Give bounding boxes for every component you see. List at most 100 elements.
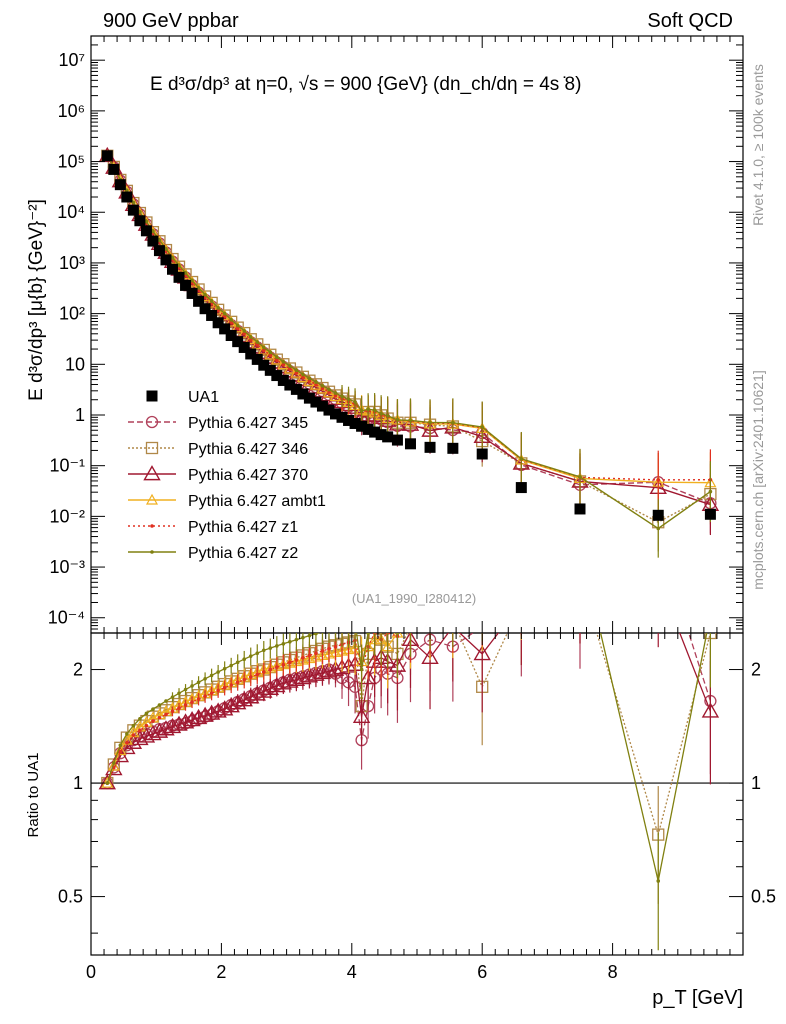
- y-axis-title-ratio: Ratio to UA1: [25, 752, 42, 837]
- ratio-point-p370: [170, 715, 188, 731]
- legend-marker-p370: [143, 465, 161, 481]
- y-tick-label-ratio: 0.5: [58, 887, 83, 907]
- legend-marker-UA1: [146, 390, 158, 402]
- point-UA1: [290, 383, 302, 395]
- ratio-point-p370: [215, 700, 234, 716]
- point-UA1: [114, 179, 126, 191]
- point-z2: [216, 306, 220, 310]
- ratio-point-p370: [183, 711, 201, 727]
- ratio-point-z1: [333, 644, 338, 649]
- ratio-point-p370: [352, 707, 371, 723]
- ratio-point-z2: [131, 723, 136, 728]
- ratio-point-z2: [395, 633, 400, 635]
- point-UA1: [258, 359, 270, 371]
- point-z1: [268, 353, 273, 357]
- ratio-point-z2: [157, 703, 162, 707]
- point-UA1: [186, 287, 198, 299]
- ratio-point-p370: [333, 659, 351, 675]
- ratio-point-z1: [409, 613, 413, 617]
- point-UA1: [404, 438, 416, 450]
- ratio-point-p370: [255, 682, 273, 698]
- point-UA1: [323, 404, 335, 416]
- point-UA1: [330, 408, 341, 420]
- ratio-point-z1: [268, 667, 273, 672]
- ratio-point-z1: [203, 694, 207, 698]
- ratio-point-p370: [222, 697, 240, 713]
- point-z2: [656, 526, 661, 531]
- legend-label-p370: Pythia 6.427 370: [188, 467, 308, 484]
- ratio-point-z2: [255, 651, 260, 655]
- point-z2: [451, 420, 455, 425]
- ratio-point-z2: [409, 607, 413, 611]
- x-tick-label: 4: [347, 962, 357, 982]
- point-z2: [395, 418, 400, 422]
- x-tick-label: 6: [477, 962, 487, 982]
- point-z1: [261, 348, 266, 353]
- point-z2: [190, 278, 194, 283]
- y-tick-label-main: 10⁻⁴: [48, 608, 85, 628]
- ratio-point-ambt1: [705, 543, 715, 552]
- point-z2: [366, 407, 370, 412]
- point-UA1: [277, 374, 289, 386]
- point-z2: [229, 317, 233, 322]
- ratio-point-z1: [242, 677, 247, 682]
- x-tick-label: 0: [86, 962, 96, 982]
- ratio-point-z2: [294, 637, 299, 642]
- point-z1: [248, 337, 253, 342]
- point-UA1: [167, 263, 178, 275]
- ratio-point-p370: [701, 702, 720, 718]
- ratio-point-z1: [144, 723, 149, 728]
- ratio-point-z2: [281, 642, 286, 646]
- ratio-point-p370: [131, 729, 149, 746]
- point-z1: [656, 478, 661, 482]
- y-tick-label-ratio-right: 0.5: [751, 887, 776, 907]
- ratio-point-p345: [516, 609, 527, 620]
- point-z2: [708, 489, 713, 494]
- ratio-point-z1: [209, 691, 214, 696]
- ratio-point-z2: [235, 660, 240, 665]
- collision-label: 900 GeV ppbar: [103, 10, 239, 32]
- ratio-point-p370: [248, 685, 266, 701]
- ratio-point-z2: [183, 687, 188, 692]
- point-z1: [235, 326, 240, 330]
- ratio-point-p370: [209, 702, 227, 718]
- point-UA1: [153, 245, 165, 257]
- main-plot-layer: [98, 146, 720, 558]
- point-z1: [288, 367, 292, 371]
- point-UA1: [316, 400, 328, 412]
- legend: UA1 Pythia 6.427 345 Pythia 6.427 346 Pythi…: [128, 389, 326, 562]
- plot-formula: E d³σ/dp³ at η=0, √s = 900 {GeV} (dn_ch/…: [150, 74, 581, 95]
- point-z2: [519, 456, 524, 461]
- ratio-point-z2: [520, 567, 524, 571]
- point-z2: [340, 394, 344, 398]
- point-UA1: [108, 163, 120, 175]
- ratio-point-z2: [242, 657, 247, 662]
- ratio-point-z1: [281, 662, 286, 667]
- ratio-line-p370: [106, 633, 712, 784]
- legend-label-p346: Pythia 6.427 346: [188, 441, 308, 458]
- ratio-point-p370: [326, 660, 345, 676]
- point-z1: [301, 375, 305, 379]
- point-z1: [333, 393, 338, 398]
- ratio-point-p370: [242, 688, 260, 704]
- point-z2: [138, 210, 142, 214]
- point-UA1: [238, 341, 250, 353]
- point-z2: [294, 368, 299, 372]
- point-z2: [222, 311, 227, 316]
- legend-marker-p345: [145, 415, 159, 429]
- mcplots-label: mcplots.cern.ch [arXiv:2401.10621]: [750, 370, 766, 589]
- main-panel-frame: [90, 35, 744, 634]
- point-z2: [314, 380, 318, 384]
- ratio-line-ambt1: [106, 633, 399, 784]
- point-z1: [294, 371, 299, 375]
- ratio-point-z2: [334, 626, 338, 630]
- ratio-point-z1: [288, 660, 292, 665]
- ratio-point-p370: [274, 674, 293, 690]
- y-tick-label-main: 10⁷: [58, 50, 85, 70]
- ratio-point-z2: [248, 654, 253, 658]
- ratio-point-p370: [359, 669, 377, 685]
- ratio-point-z2: [144, 711, 149, 716]
- ratio-point-z1: [183, 703, 188, 707]
- ratio-point-ambt1: [575, 551, 585, 560]
- point-UA1: [303, 392, 315, 404]
